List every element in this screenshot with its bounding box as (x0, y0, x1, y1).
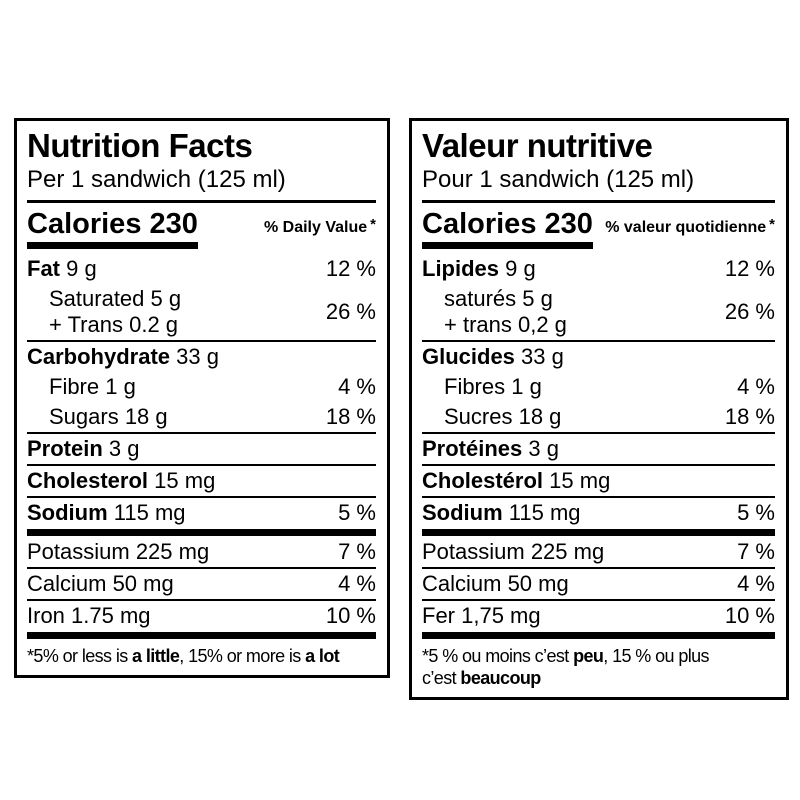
calcium-line: Calcium 50 mg (422, 571, 569, 596)
thick-divider (27, 632, 376, 639)
footnote-french: *5 % ou moins c’est peu, 15 % ou plus c’e… (422, 646, 710, 688)
serving-size-french: Pour 1 sandwich (125 ml) (422, 166, 695, 193)
divider (27, 432, 376, 434)
sugars-percent: 18 % (724, 404, 775, 429)
row-fat-english: Fat 9 g 12 % (27, 256, 376, 281)
calories-row-french: Calories 230 % valeur quotidienne * (422, 210, 775, 249)
daily-value-asterisk: * (769, 216, 775, 233)
divider (27, 340, 376, 342)
nutrient-rows-english: Fat 9 g 12 % Saturated 5 g + Trans 0.2 g… (27, 254, 376, 667)
row-potassium-english: Potassium 225 mg 7 % (27, 537, 376, 567)
row-potassium-french: Potassium 225 mg 7 % (422, 537, 775, 567)
potassium-line: Potassium 225 mg (422, 539, 605, 564)
daily-value-header-english: % Daily Value * (263, 216, 376, 236)
calories-row-english: Calories 230 % Daily Value * (27, 210, 376, 249)
sugars-line: Sugars 18 g (49, 404, 168, 429)
divider (27, 599, 376, 601)
divider (422, 567, 775, 569)
thick-divider (422, 529, 775, 536)
sugars-percent: 18 % (325, 404, 376, 429)
saturated-line: saturés 5 g (444, 286, 553, 311)
sodium-percent: 5 % (737, 500, 775, 525)
trans-line: + trans 0,2 g (444, 312, 567, 337)
fat-percent: 12 % (325, 256, 376, 281)
row-calcium-english: Calcium 50 mg 4 % (27, 569, 376, 599)
header-rule (422, 200, 775, 203)
saturated-trans-percent: 26 % (325, 299, 376, 324)
row-fibre-english: Fibre 1 g 4 % (27, 372, 376, 402)
row-saturated-trans-french: saturés 5 g + trans 0,2 g 26 % (422, 284, 775, 340)
row-iron-english: Iron 1.75 mg 10 % (27, 601, 376, 631)
row-sodium-english: Sodium 115 mg 5 % (27, 500, 376, 525)
row-fat-french: Lipides 9 g 12 % (422, 256, 775, 281)
row-iron-french: Fer 1,75 mg 10 % (422, 601, 775, 631)
row-carbohydrate-french: Glucides 33 g (422, 344, 564, 369)
iron-line: Fer 1,75 mg (422, 603, 541, 628)
divider (27, 567, 376, 569)
fibre-line: Fibre 1 g (49, 374, 136, 399)
serving-size-english: Per 1 sandwich (125 ml) (27, 166, 286, 193)
row-protein-french: Protéines 3 g (422, 436, 559, 461)
sodium-percent: 5 % (338, 500, 376, 525)
row-sodium-french: Sodium 115 mg 5 % (422, 500, 775, 525)
row-protein-english: Protein 3 g (27, 436, 140, 461)
fibre-line: Fibres 1 g (444, 374, 542, 399)
divider (422, 464, 775, 466)
fibre-percent: 4 % (737, 374, 775, 399)
potassium-percent: 7 % (737, 539, 775, 564)
calcium-percent: 4 % (338, 571, 376, 596)
divider (27, 464, 376, 466)
calcium-percent: 4 % (737, 571, 775, 596)
divider (422, 599, 775, 601)
sugars-line: Sucres 18 g (444, 404, 562, 429)
bilingual-nutrition-label: Nutrition Facts Per 1 sandwich (125 ml) … (14, 118, 789, 700)
potassium-line: Potassium 225 mg (27, 539, 210, 564)
divider (422, 496, 775, 498)
thick-divider (422, 632, 775, 639)
divider (27, 496, 376, 498)
iron-percent: 10 % (325, 603, 376, 628)
nutrient-rows-french: Lipides 9 g 12 % saturés 5 g + trans 0,2… (422, 254, 775, 689)
header-rule (27, 200, 376, 203)
row-fibre-french: Fibres 1 g 4 % (422, 372, 775, 402)
nutrition-facts-panel-french: Valeur nutritive Pour 1 sandwich (125 ml… (409, 118, 789, 700)
row-sugars-french: Sucres 18 g 18 % (422, 402, 775, 432)
nutrition-facts-panel-english: Nutrition Facts Per 1 sandwich (125 ml) … (14, 118, 390, 678)
iron-line: Iron 1.75 mg (27, 603, 151, 628)
trans-line: + Trans 0.2 g (49, 312, 179, 337)
potassium-percent: 7 % (338, 539, 376, 564)
saturated-line: Saturated 5 g (49, 286, 182, 311)
daily-value-header-french: % valeur quotidienne * (605, 216, 775, 236)
thick-divider (27, 529, 376, 536)
panel-title-french: Valeur nutritive (422, 127, 653, 164)
footnote-english: *5% or less is a little, 15% or more is … (27, 646, 340, 666)
row-carbohydrate-english: Carbohydrate 33 g (27, 344, 219, 369)
iron-percent: 10 % (724, 603, 775, 628)
row-calcium-french: Calcium 50 mg 4 % (422, 569, 775, 599)
panel-title-english: Nutrition Facts (27, 127, 253, 164)
divider (422, 340, 775, 342)
daily-value-asterisk: * (370, 216, 376, 233)
row-cholesterol-french: Cholestérol 15 mg (422, 468, 611, 493)
row-sugars-english: Sugars 18 g 18 % (27, 402, 376, 432)
divider (422, 432, 775, 434)
fat-percent: 12 % (724, 256, 775, 281)
row-cholesterol-english: Cholesterol 15 mg (27, 468, 216, 493)
row-saturated-trans-english: Saturated 5 g + Trans 0.2 g 26 % (27, 284, 376, 340)
calcium-line: Calcium 50 mg (27, 571, 174, 596)
fibre-percent: 4 % (338, 374, 376, 399)
calories-value-french: Calories 230 (422, 210, 593, 249)
calories-value-english: Calories 230 (27, 210, 198, 249)
saturated-trans-percent: 26 % (724, 299, 775, 324)
